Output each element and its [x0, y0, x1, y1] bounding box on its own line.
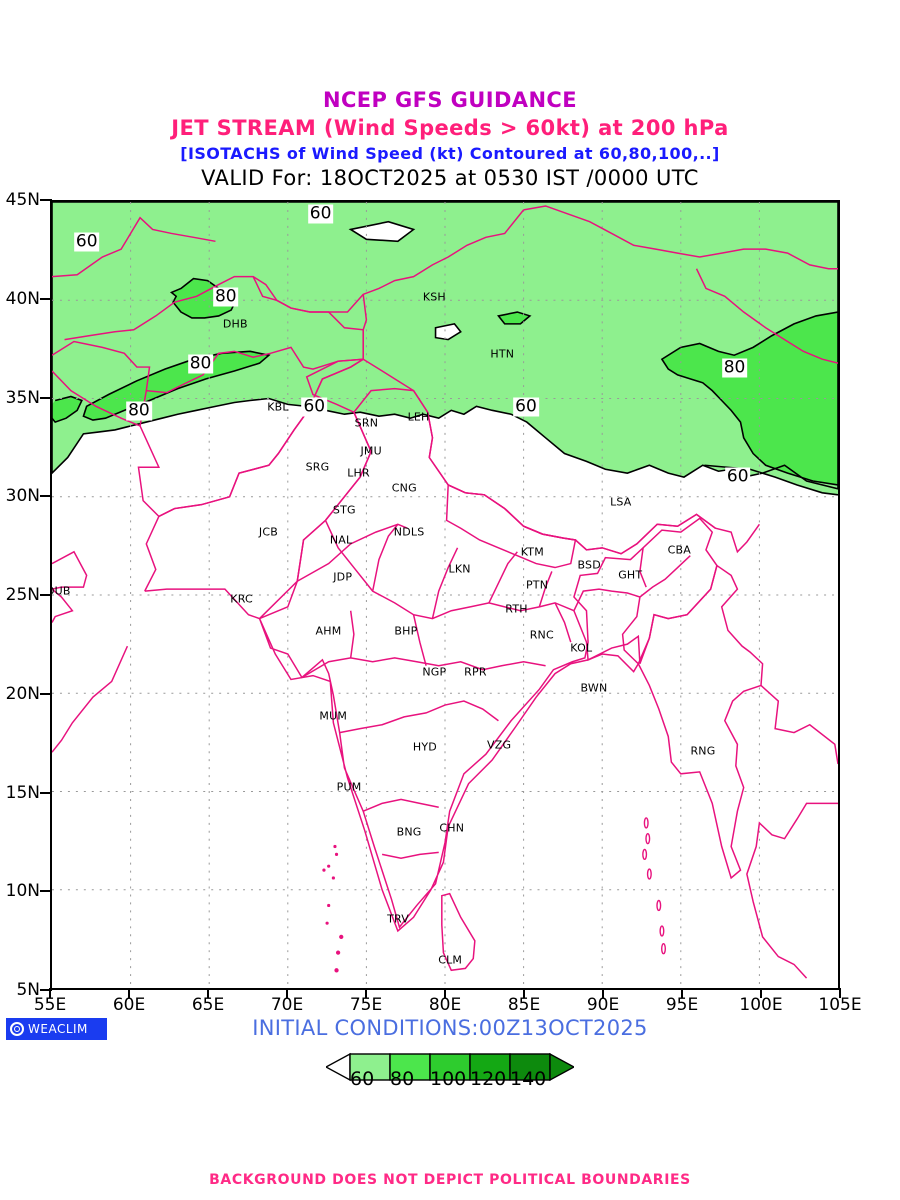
city-label-clm: CLM	[438, 953, 463, 967]
city-label-trv: TRV	[387, 912, 409, 926]
city-label-rng: RNG	[690, 744, 716, 758]
lat-tick-label-10N: 10N	[5, 881, 40, 902]
colorbar-band-120	[469, 1053, 511, 1081]
city-label-stg: STG	[332, 503, 356, 517]
weaclim-logo-text: WEACLIM	[28, 1022, 88, 1036]
political-boundaries	[52, 205, 838, 979]
city-label-rth: RTH	[505, 602, 528, 616]
city-label-nal: NAL	[329, 533, 353, 547]
lat-tick-label-20N: 20N	[5, 683, 40, 704]
lat-tick-label-25N: 25N	[5, 585, 40, 605]
disclaimer-text: BACKGROUND DOES NOT DEPICT POLITICAL BOU…	[209, 1172, 691, 1188]
city-label-bwn: BWN	[580, 681, 608, 695]
city-label-dhb: DHB	[222, 317, 248, 331]
lat-tick-label-15N: 15N	[5, 782, 40, 803]
colorbar-band-80	[389, 1053, 431, 1081]
city-label-ktm: KTM	[520, 545, 544, 559]
weaclim-logo: WEACLIM	[6, 1018, 107, 1040]
lon-tick-label-85E: 85E	[507, 995, 541, 1015]
map-canvas	[52, 202, 838, 988]
lon-tick-label-95E: 95E	[665, 995, 699, 1015]
lon-tick-label-60E: 60E	[112, 995, 146, 1015]
city-label-srn: SRN	[354, 416, 379, 430]
city-label-lkn: LKN	[448, 562, 471, 576]
city-label-mum: MUM	[319, 709, 348, 722]
lon-tick-label-70E: 70E	[270, 995, 304, 1015]
colorbar-min-arrow	[326, 1052, 351, 1082]
lon-tick-label-55E: 55E	[33, 995, 67, 1015]
city-label-lsa: LSA	[610, 495, 632, 509]
city-label-htn: HTN	[490, 347, 515, 361]
contour-label-60-5: 60	[301, 396, 328, 417]
contour-label-60-6: 60	[513, 396, 539, 417]
city-label-cng: CNG	[391, 481, 417, 495]
city-label-cba: CBA	[667, 543, 691, 557]
city-label-ngp: NGP	[422, 665, 447, 679]
city-label-lhr: LHR	[347, 466, 370, 480]
city-label-ptn: PTN	[525, 578, 549, 592]
city-label-jcb: JCB	[258, 525, 278, 539]
city-label-ahm: AHM	[315, 624, 342, 638]
city-label-bsd: BSD	[577, 558, 601, 572]
city-label-rnc: RNC	[529, 628, 554, 642]
chart-title-agency: NCEP GFS GUIDANCE	[323, 88, 577, 112]
city-label-jmu: JMU	[360, 444, 382, 458]
contour-label-80-2: 80	[212, 286, 239, 307]
city-label-kbl: KBL	[267, 400, 289, 414]
colorbar-band-60	[349, 1053, 391, 1081]
contour-label-80-7: 80	[721, 357, 748, 378]
city-label-dub: DUB	[52, 584, 71, 598]
contour-label-60-1: 60	[307, 203, 334, 224]
city-label-ght: GHT	[618, 568, 643, 582]
lat-tick-label-45N: 45N	[5, 190, 40, 210]
city-label-srg: SRG	[305, 460, 330, 474]
city-label-rpr: RPR	[464, 665, 487, 679]
isotach-shading	[52, 202, 838, 495]
contour-label-80-3: 80	[187, 353, 214, 374]
lon-tick-label-75E: 75E	[349, 995, 383, 1015]
contour-label-60-0: 60	[73, 231, 100, 251]
city-label-vzg: VZG	[487, 738, 512, 752]
lat-tick-label-35N: 35N	[5, 387, 40, 408]
city-label-leh: LEH	[407, 410, 430, 424]
lon-tick-label-80E: 80E	[428, 995, 462, 1015]
lat-tick-label-30N: 30N	[5, 486, 40, 507]
city-label-ksh: KSH	[422, 290, 446, 304]
city-label-bng: BNG	[396, 825, 422, 839]
colorbar-max-arrow	[549, 1052, 574, 1082]
city-label-hyd: HYD	[412, 740, 437, 754]
map-plot-area: 60 60 80 80 80 60 60 80 60 DUB KRC KBL DHB KSH HTN SRN…	[50, 200, 840, 990]
initial-conditions-text: INITIAL CONDITIONS:00Z13OCT2025	[252, 1016, 648, 1040]
city-label-kol: KOL	[570, 641, 593, 655]
colorbar-svg	[326, 1052, 574, 1082]
colorbar-band-140	[509, 1053, 551, 1081]
city-label-chn: CHN	[439, 821, 465, 835]
city-label-ndls: NDLS	[393, 525, 425, 539]
contour-label-80-4: 80	[126, 400, 152, 421]
city-label-krc: KRC	[230, 592, 253, 606]
title-block: NCEP GFS GUIDANCE JET STREAM (Wind Speed…	[0, 88, 900, 190]
lon-tick-label-100E: 100E	[739, 995, 783, 1015]
colorbar	[0, 1050, 900, 1110]
weaclim-ring-icon	[10, 1022, 24, 1036]
lon-tick-label-90E: 90E	[586, 995, 620, 1015]
lon-tick-label-105E: 105E	[818, 995, 862, 1015]
lat-tick-label-40N: 40N	[5, 288, 40, 309]
lon-tick-label-65E: 65E	[191, 995, 225, 1015]
chart-subtitle-isotachs: [ISOTACHS of Wind Speed (kt) Contoured a…	[180, 144, 720, 163]
city-label-jdp: JDP	[333, 570, 353, 584]
contour-label-60-8: 60	[724, 466, 751, 487]
chart-valid-time: VALID For: 18OCT2025 at 0530 IST /0000 U…	[201, 166, 699, 190]
chart-title-product: JET STREAM (Wind Speeds > 60kt) at 200 h…	[171, 116, 729, 140]
city-label-bhp: BHP	[394, 624, 418, 638]
lat-tick-label-5N: 5N	[16, 980, 40, 1000]
city-label-pum: PUM	[336, 780, 362, 794]
